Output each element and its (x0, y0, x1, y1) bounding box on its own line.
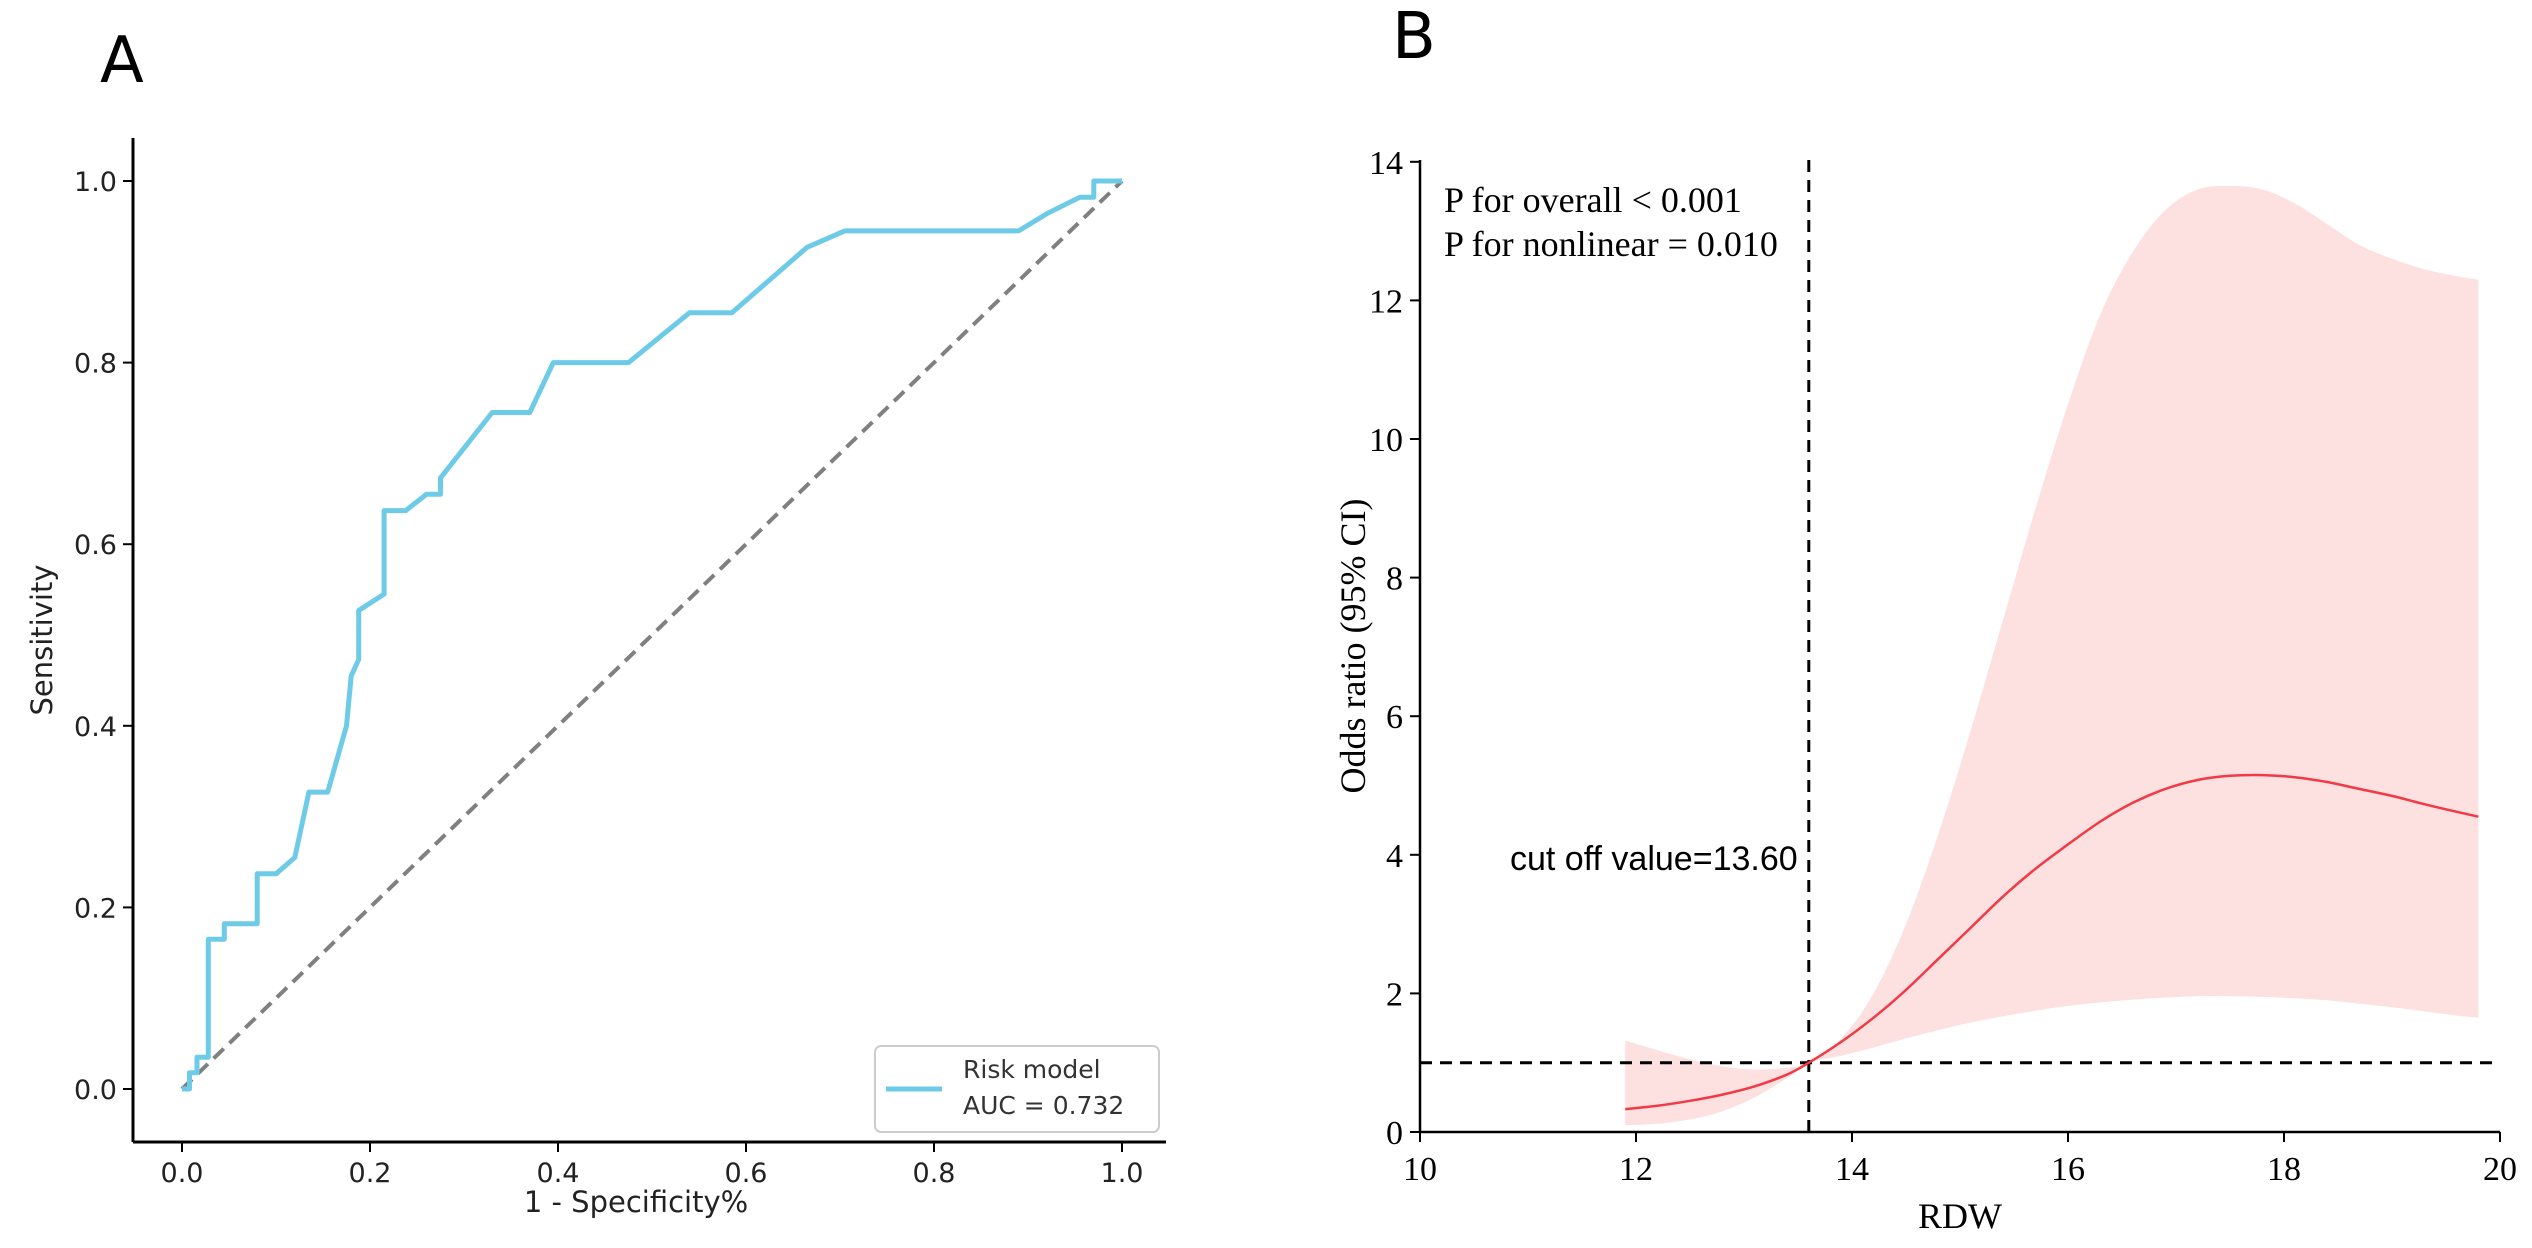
y-tick-label-b: 8 (1386, 561, 1403, 598)
x-tick-label-b: 10 (1403, 1151, 1437, 1188)
panel-a-label: A (100, 24, 144, 98)
y-tick-label: 0.6 (74, 530, 117, 561)
legend-label: Risk model (963, 1055, 1101, 1084)
panel-b-label: B (1392, 0, 1436, 74)
y-tick-label-b: 10 (1369, 422, 1403, 459)
y-tick-label: 0.8 (74, 349, 117, 380)
x-tick-label: 0.4 (537, 1158, 580, 1189)
y-tick-label-b: 0 (1386, 1115, 1403, 1152)
legend-frame (874, 1045, 1160, 1133)
y-tick-label: 0.2 (74, 893, 117, 924)
roc-panel: A 0.0 0.2 0.4 0.6 0.8 1.0 0.00.20.40.60.81.0 … (25, 24, 1166, 1219)
chance-diagonal-line (180, 179, 1124, 1091)
y-tick-label: 0.4 (74, 712, 117, 743)
x-tick-label: 0.0 (161, 1158, 204, 1189)
x-tick-label: 0.6 (725, 1158, 768, 1189)
y-axis-title-b: Odds ratio (95% CI) (1333, 499, 1373, 794)
x-tick-label-b: 16 (2051, 1151, 2085, 1188)
y-tick-label-b: 4 (1386, 838, 1403, 875)
y-axis-title: Sensitivity (25, 565, 59, 716)
y-tick-label-b: 2 (1386, 976, 1403, 1013)
legend: Risk model AUC = 0.732 (874, 1045, 1160, 1133)
x-tick-label-b: 20 (2483, 1151, 2517, 1188)
p-nonlinear-annotation: P for nonlinear = 0.010 (1444, 224, 1778, 264)
y-tick-label: 0.0 (74, 1075, 117, 1106)
y-tick-label-b: 12 (1369, 283, 1403, 320)
x-tick-label-b: 14 (1835, 1151, 1869, 1188)
y-tick-label: 1.0 (74, 167, 117, 198)
rcs-panel: B 10 12 14 16 18 20 0 2 4 6 8 10 12 14 RDW Odds rati… (1333, 0, 2517, 1236)
y-tick-label-b: 6 (1386, 699, 1403, 736)
x-axis-title: 1 - Specificity% (524, 1185, 748, 1219)
p-overall-annotation: P for overall < 0.001 (1444, 180, 1742, 220)
x-axis-title-b: RDW (1918, 1196, 2002, 1236)
y-tick-label-b: 14 (1369, 145, 1403, 182)
confidence-interval-band (1625, 186, 2479, 1126)
x-tick-label: 0.2 (349, 1158, 392, 1189)
x-tick-label-b: 18 (2267, 1151, 2301, 1188)
x-tick-label: 1.0 (1101, 1158, 1144, 1189)
cutoff-annotation: cut off value=13.60 (1510, 840, 1798, 878)
odds-ratio-curve (1625, 773, 2479, 1111)
legend-auc: AUC = 0.732 (963, 1091, 1124, 1120)
x-tick-label-b: 12 (1619, 1151, 1653, 1188)
roc-curve-line (182, 178, 1122, 1092)
x-tick-label: 0.8 (913, 1158, 956, 1189)
